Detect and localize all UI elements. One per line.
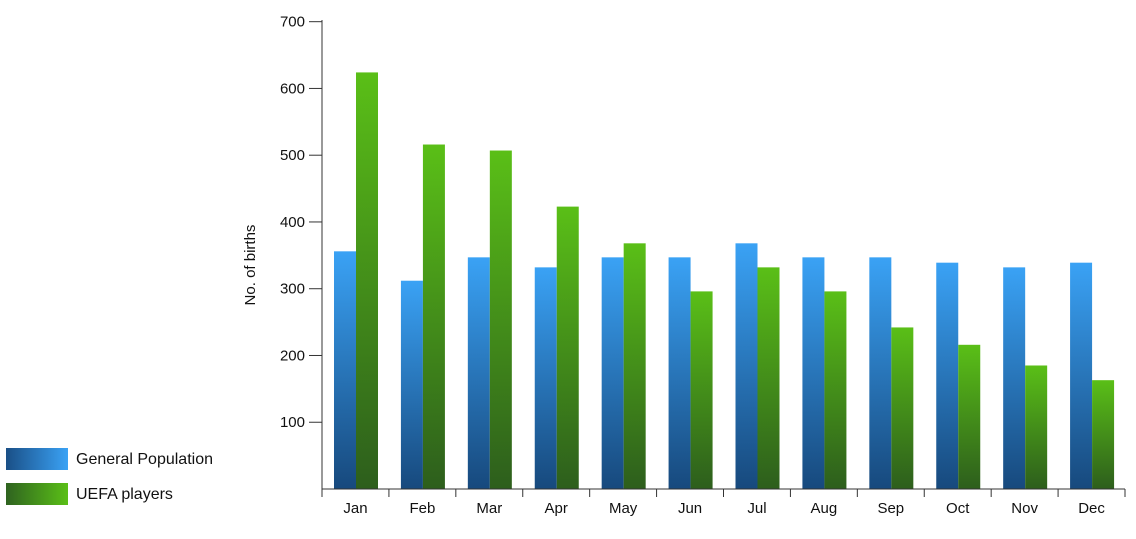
bars-group: [334, 72, 1115, 490]
bar-general-population-jun: [668, 257, 691, 489]
bar-uefa-players-dec: [1092, 380, 1115, 489]
x-ticks-group: Jan Feb Mar Apr May Jun Jul Aug Sep Oct Nov Dec: [321, 489, 1126, 517]
bar-uefa-players-jan: [356, 72, 378, 490]
x-tick-label-apr: Apr: [545, 500, 568, 517]
y-tick-label: 700: [280, 14, 305, 31]
bar-general-population-aug: [802, 257, 825, 489]
legend-label-uefa-players: UEFA players: [76, 486, 173, 503]
y-tick-label: 100: [280, 414, 305, 431]
y-tick-label: 500: [280, 147, 305, 164]
bar-uefa-players-oct: [958, 344, 981, 489]
y-ticks-group: 100 200 300 400 500 600 700: [280, 14, 322, 431]
bar-uefa-players-nov: [1025, 365, 1048, 489]
x-tick-label-jan: Jan: [343, 500, 367, 517]
bar-general-population-mar: [467, 257, 490, 489]
legend-label-general-population: General Population: [76, 451, 213, 468]
x-tick-label-feb: Feb: [409, 500, 435, 517]
legend-swatch-general-population: [6, 448, 68, 470]
bar-uefa-players-apr: [556, 206, 579, 490]
bar-general-population-jul: [735, 243, 758, 489]
x-tick-label-may: May: [609, 500, 638, 517]
bar-general-population-may: [601, 257, 624, 489]
bar-uefa-players-sep: [891, 327, 914, 489]
y-axis-title: No. of births: [242, 225, 259, 306]
bar-general-population-jan: [334, 251, 356, 489]
y-tick-label: 300: [280, 281, 305, 298]
bar-uefa-players-jul: [757, 267, 780, 489]
bar-uefa-players-feb: [422, 144, 445, 489]
x-tick-label-mar: Mar: [476, 500, 502, 517]
bar-uefa-players-mar: [489, 150, 512, 489]
x-tick-label-dec: Dec: [1078, 500, 1105, 517]
x-tick-label-oct: Oct: [946, 500, 970, 517]
bar-uefa-players-may: [623, 243, 646, 489]
y-tick-label: 400: [280, 214, 305, 231]
bar-general-population-nov: [1003, 267, 1026, 489]
bar-general-population-oct: [936, 262, 959, 489]
y-tick-label: 600: [280, 80, 305, 97]
bar-uefa-players-jun: [690, 291, 713, 489]
x-tick-label-sep: Sep: [877, 500, 904, 517]
bar-uefa-players-aug: [824, 291, 847, 489]
bar-general-population-sep: [869, 257, 892, 489]
bar-general-population-dec: [1070, 262, 1093, 489]
x-tick-label-aug: Aug: [811, 500, 838, 517]
x-tick-label-nov: Nov: [1011, 500, 1038, 517]
y-tick-label: 200: [280, 347, 305, 364]
x-tick-label-jul: Jul: [747, 500, 766, 517]
legend: General Population UEFA players: [6, 448, 213, 505]
legend-swatch-uefa-players: [6, 483, 68, 505]
bar-general-population-feb: [400, 280, 423, 489]
bar-general-population-apr: [534, 267, 557, 489]
x-tick-label-jun: Jun: [678, 500, 702, 517]
